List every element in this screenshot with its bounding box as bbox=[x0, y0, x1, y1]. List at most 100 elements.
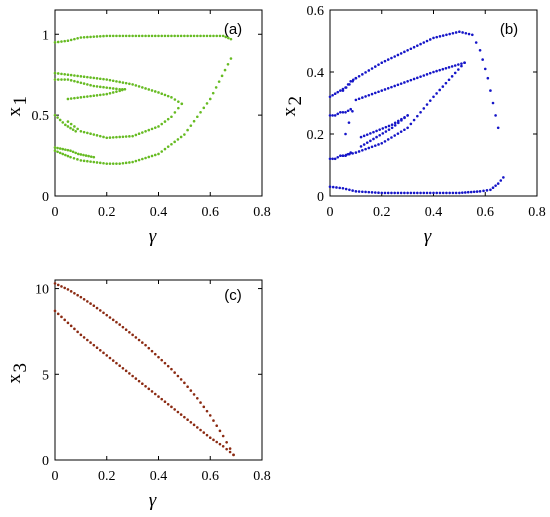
data-point bbox=[176, 138, 180, 141]
data-point bbox=[64, 123, 67, 127]
data-point bbox=[86, 35, 89, 39]
data-point bbox=[444, 66, 448, 70]
data-point bbox=[166, 34, 170, 38]
data-point bbox=[111, 318, 115, 322]
data-point bbox=[137, 379, 141, 383]
data-point bbox=[128, 34, 131, 38]
data-point bbox=[344, 154, 347, 157]
data-point bbox=[147, 387, 151, 391]
data-point bbox=[64, 153, 67, 157]
data-point bbox=[105, 136, 109, 140]
series-4 bbox=[359, 114, 409, 139]
data-point bbox=[63, 318, 67, 322]
data-point bbox=[338, 186, 342, 190]
data-point bbox=[166, 145, 170, 148]
data-point bbox=[486, 76, 490, 80]
data-point bbox=[157, 355, 160, 359]
series-2 bbox=[344, 61, 466, 136]
data-point bbox=[111, 87, 115, 90]
data-point bbox=[419, 42, 422, 46]
data-point bbox=[76, 74, 79, 78]
x-tick-label: 0.6 bbox=[202, 205, 220, 220]
data-point bbox=[74, 151, 77, 155]
data-point bbox=[202, 106, 206, 110]
data-point bbox=[79, 333, 83, 337]
data-point bbox=[137, 85, 141, 88]
data-point bbox=[199, 428, 202, 432]
data-point bbox=[92, 84, 96, 88]
data-point bbox=[150, 154, 154, 158]
data-point bbox=[102, 93, 105, 96]
data-point bbox=[60, 40, 63, 43]
data-point bbox=[186, 418, 189, 422]
x-tick-label: 0.4 bbox=[150, 469, 168, 484]
data-point bbox=[105, 354, 109, 357]
data-point bbox=[361, 148, 364, 152]
data-point bbox=[221, 444, 225, 448]
data-point bbox=[189, 34, 193, 38]
data-point bbox=[69, 290, 73, 293]
data-point bbox=[380, 89, 384, 92]
data-point bbox=[370, 92, 374, 96]
data-point bbox=[58, 147, 62, 150]
data-point bbox=[115, 320, 118, 324]
data-point bbox=[214, 86, 218, 89]
data-point bbox=[121, 325, 125, 329]
data-point bbox=[409, 47, 413, 51]
data-point bbox=[383, 191, 387, 195]
data-point bbox=[79, 159, 83, 162]
data-point bbox=[199, 34, 202, 38]
data-point bbox=[478, 49, 482, 52]
data-point bbox=[390, 191, 393, 195]
data-point bbox=[98, 93, 102, 97]
data-point bbox=[428, 38, 432, 41]
data-point bbox=[86, 338, 89, 342]
data-point bbox=[144, 87, 147, 90]
data-point bbox=[349, 80, 353, 83]
data-point bbox=[170, 34, 173, 38]
data-point bbox=[183, 133, 186, 136]
data-point bbox=[475, 190, 479, 193]
data-point bbox=[170, 115, 173, 119]
data-point bbox=[108, 162, 112, 165]
data-point bbox=[157, 34, 160, 38]
data-point bbox=[333, 114, 337, 117]
data-point bbox=[179, 34, 183, 38]
data-point bbox=[86, 300, 89, 303]
data-point bbox=[453, 71, 457, 75]
data-point bbox=[438, 88, 442, 92]
data-point bbox=[92, 133, 96, 136]
data-point bbox=[196, 34, 199, 38]
data-point bbox=[229, 37, 233, 41]
data-point bbox=[347, 121, 351, 124]
data-point bbox=[160, 122, 164, 126]
data-point bbox=[60, 285, 63, 288]
y-axis-label-subscript: 3 bbox=[10, 363, 31, 373]
data-point bbox=[383, 140, 387, 143]
data-point bbox=[393, 121, 397, 125]
data-point bbox=[69, 97, 73, 100]
data-point bbox=[66, 78, 70, 81]
x-tick-label: 0.2 bbox=[373, 205, 391, 220]
y-tick-label: 5 bbox=[42, 368, 49, 383]
data-point bbox=[364, 95, 367, 98]
data-point bbox=[448, 32, 451, 36]
data-point bbox=[163, 361, 167, 365]
data-point bbox=[108, 34, 112, 38]
series-3 bbox=[66, 102, 184, 140]
data-point bbox=[211, 91, 215, 95]
y-axis-label-subscript: 2 bbox=[285, 96, 306, 106]
data-point bbox=[153, 90, 157, 93]
data-point bbox=[118, 80, 121, 84]
data-point bbox=[82, 35, 86, 39]
data-point bbox=[56, 116, 59, 119]
data-point bbox=[105, 78, 109, 81]
data-point bbox=[364, 190, 367, 194]
data-point bbox=[349, 107, 353, 111]
data-point bbox=[393, 191, 396, 195]
data-point bbox=[153, 392, 157, 396]
data-point bbox=[202, 405, 206, 409]
data-point bbox=[438, 68, 442, 72]
data-point bbox=[63, 72, 67, 76]
